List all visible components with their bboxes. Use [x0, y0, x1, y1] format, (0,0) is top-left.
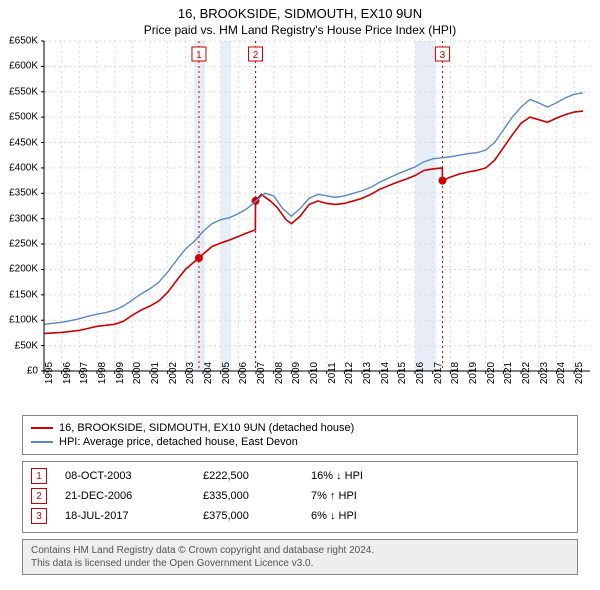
footer: Contains HM Land Registry data © Crown c… [22, 539, 578, 575]
y-tick-label: £600K [9, 61, 38, 72]
sale-price: £335,000 [203, 490, 293, 502]
x-tick-label: 2011 [327, 362, 338, 384]
x-tick-label: 2003 [185, 362, 196, 384]
x-tick-label: 2014 [380, 362, 391, 384]
y-tick-label: £50K [15, 340, 38, 351]
x-tick-label: 2002 [168, 362, 179, 384]
sale-delta: 6% ↓ HPI [311, 510, 411, 522]
x-tick-label: 2024 [556, 362, 567, 384]
sale-date: 18-JUL-2017 [65, 510, 185, 522]
x-tick-label: 1998 [97, 362, 108, 384]
legend-item-property: 16, BROOKSIDE, SIDMOUTH, EX10 9UN (detac… [31, 421, 569, 435]
legend-swatch-hpi [31, 441, 53, 443]
x-tick-label: 1995 [44, 362, 55, 384]
y-tick-label: £200K [9, 264, 38, 275]
line-chart-svg: 1 2 3 [44, 41, 590, 371]
svg-text:3: 3 [440, 50, 446, 61]
chart-container: 16, BROOKSIDE, SIDMOUTH, EX10 9UN Price … [0, 0, 600, 590]
x-tick-label: 2016 [415, 362, 426, 384]
y-axis-labels: £0£50K£100K£150K£200K£250K£300K£350K£400… [0, 41, 40, 371]
x-tick-label: 2013 [362, 362, 373, 384]
x-tick-label: 1999 [115, 362, 126, 384]
x-tick-label: 2005 [221, 362, 232, 384]
x-tick-label: 2004 [203, 362, 214, 384]
x-tick-label: 2023 [539, 362, 550, 384]
sale-marker: 2 [31, 488, 47, 504]
y-tick-label: £650K [9, 36, 38, 47]
sale-date: 08-OCT-2003 [65, 470, 185, 482]
y-tick-label: £400K [9, 162, 38, 173]
x-tick-label: 2025 [574, 362, 585, 384]
legend-swatch-property [31, 427, 53, 429]
svg-text:2: 2 [253, 50, 259, 61]
sale-price: £375,000 [203, 510, 293, 522]
legend: 16, BROOKSIDE, SIDMOUTH, EX10 9UN (detac… [22, 415, 578, 455]
sale-delta: 7% ↑ HPI [311, 490, 411, 502]
sales-table: 1 08-OCT-2003 £222,500 16% ↓ HPI 2 21-DEC-200… [22, 461, 578, 533]
x-tick-label: 2017 [433, 362, 444, 384]
x-tick-label: 2007 [256, 362, 267, 384]
x-tick-label: 1997 [79, 362, 90, 384]
x-axis-labels: 1995199619971998199920002001200220032004… [44, 371, 590, 411]
sale-date: 21-DEC-2006 [65, 490, 185, 502]
x-tick-label: 2021 [503, 362, 514, 384]
legend-label-property: 16, BROOKSIDE, SIDMOUTH, EX10 9UN (detac… [59, 421, 354, 435]
x-tick-label: 2018 [450, 362, 461, 384]
x-tick-label: 2015 [397, 362, 408, 384]
chart-plot-area: £0£50K£100K£150K£200K£250K£300K£350K£400… [44, 41, 590, 371]
x-tick-label: 2006 [238, 362, 249, 384]
y-tick-label: £300K [9, 213, 38, 224]
x-tick-label: 2010 [309, 362, 320, 384]
x-tick-label: 2020 [486, 362, 497, 384]
x-tick-label: 2019 [468, 362, 479, 384]
x-tick-label: 2022 [521, 362, 532, 384]
sale-price: £222,500 [203, 470, 293, 482]
y-tick-label: £550K [9, 86, 38, 97]
x-tick-label: 1996 [62, 362, 73, 384]
x-tick-label: 2000 [132, 362, 143, 384]
y-tick-label: £100K [9, 315, 38, 326]
footer-line1: Contains HM Land Registry data © Crown c… [31, 544, 569, 557]
footer-line2: This data is licensed under the Open Gov… [31, 557, 569, 570]
svg-text:1: 1 [196, 50, 202, 61]
y-tick-label: £250K [9, 239, 38, 250]
sale-row: 2 21-DEC-2006 £335,000 7% ↑ HPI [31, 488, 569, 504]
legend-label-hpi: HPI: Average price, detached house, East… [59, 435, 298, 449]
sale-marker: 1 [31, 468, 47, 484]
legend-item-hpi: HPI: Average price, detached house, East… [31, 435, 569, 449]
x-tick-label: 2009 [291, 362, 302, 384]
y-tick-label: £500K [9, 112, 38, 123]
x-tick-label: 2012 [344, 362, 355, 384]
chart-subtitle: Price paid vs. HM Land Registry's House … [0, 21, 600, 41]
sale-row: 1 08-OCT-2003 £222,500 16% ↓ HPI [31, 468, 569, 484]
sale-delta: 16% ↓ HPI [311, 470, 411, 482]
chart-title: 16, BROOKSIDE, SIDMOUTH, EX10 9UN [0, 0, 600, 21]
x-tick-label: 2001 [150, 362, 161, 384]
y-tick-label: £450K [9, 137, 38, 148]
y-tick-label: £0 [27, 366, 38, 377]
x-tick-label: 2008 [274, 362, 285, 384]
sale-marker: 3 [31, 508, 47, 524]
sale-row: 3 18-JUL-2017 £375,000 6% ↓ HPI [31, 508, 569, 524]
y-tick-label: £350K [9, 188, 38, 199]
y-tick-label: £150K [9, 289, 38, 300]
